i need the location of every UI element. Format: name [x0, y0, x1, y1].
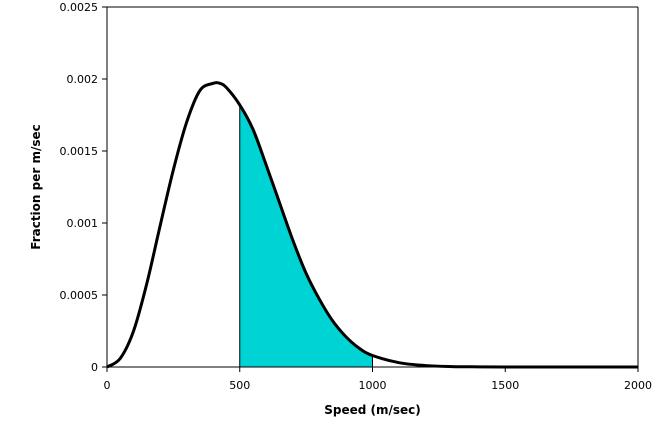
y-tick-label: 0.002 — [67, 73, 99, 86]
y-axis-title: Fraction per m/sec — [29, 124, 43, 249]
x-tick-label: 1000 — [359, 379, 387, 392]
x-tick-label: 2000 — [624, 379, 652, 392]
x-tick-label: 1500 — [491, 379, 519, 392]
distribution-curve — [106, 81, 638, 369]
x-tick-label: 0 — [104, 379, 111, 392]
y-tick-label: 0 — [91, 361, 98, 374]
plot-area — [106, 6, 639, 369]
x-axis-ticks: 0 500 1000 1500 2000 — [104, 367, 652, 392]
x-axis-title: Speed (m/sec) — [324, 403, 421, 417]
y-tick-label: 0.0015 — [60, 145, 99, 158]
y-axis-ticks: 0 0.0005 0.001 0.0015 0.002 0.0025 — [60, 1, 107, 374]
y-tick-label: 0.0005 — [60, 289, 99, 302]
y-tick-label: 0.0025 — [60, 1, 99, 14]
x-tick-label: 500 — [229, 379, 250, 392]
y-tick-label: 0.001 — [67, 217, 99, 230]
